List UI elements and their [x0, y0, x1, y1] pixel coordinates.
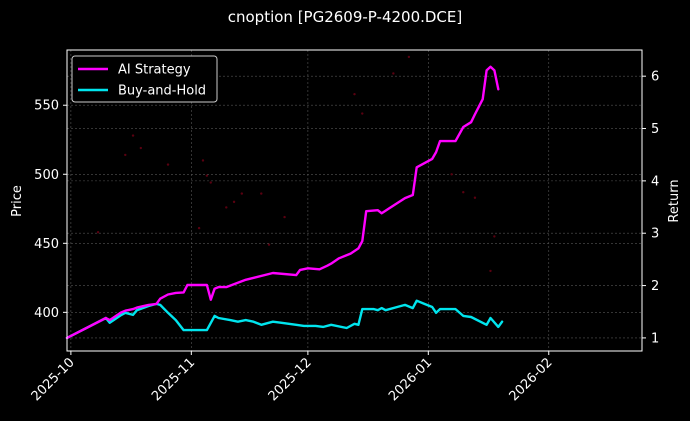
y-tick-label-left: 550	[34, 99, 59, 114]
scatter-point	[473, 196, 477, 199]
y-tick-label-right: 3	[651, 227, 659, 242]
legend-label: AI Strategy	[118, 63, 191, 78]
y-tick-label-left: 400	[34, 306, 59, 321]
legend: AI Strategy Buy-and-Hold	[71, 55, 218, 103]
y-tick-label-left: 450	[34, 237, 59, 252]
scatter-point	[209, 181, 212, 184]
chart-title: cnoption [PG2609-P-4200.DCE]	[227, 8, 463, 26]
x-axis: 2025-10 2025-11 2025-12 2026-01 2026-02	[29, 351, 556, 404]
y-axis-label-right: Return	[667, 179, 682, 222]
scatter-point	[493, 235, 496, 238]
legend-label: Buy-and-Hold	[118, 84, 206, 99]
y-tick-label-right: 4	[651, 174, 659, 189]
scatter-point	[232, 200, 236, 204]
scatter-point	[240, 192, 244, 195]
x-tick-label: 2025-12	[266, 355, 315, 404]
scatter-point	[392, 72, 395, 75]
legend-box	[71, 55, 218, 103]
series-lines	[65, 65, 504, 340]
scatter-point	[197, 226, 201, 230]
scatter-point	[166, 163, 170, 166]
buy-and-hold-line	[65, 299, 504, 340]
left-y-axis: 400 450 500 550	[34, 99, 67, 321]
scatter-point	[407, 55, 411, 59]
plot-frame	[66, 49, 643, 352]
scatter-point	[462, 191, 465, 194]
scatter-point	[450, 173, 453, 176]
y-tick-label-right: 1	[651, 331, 659, 346]
x-tick-label: 2026-02	[507, 355, 556, 404]
scatter-point	[96, 231, 100, 234]
y-tick-label-right: 2	[651, 279, 659, 294]
scatter-point	[205, 174, 209, 177]
scatter-point	[283, 215, 286, 219]
price-scatter	[96, 55, 496, 273]
scatter-point	[225, 206, 228, 209]
y-tick-label-right: 6	[651, 70, 659, 85]
scatter-point	[353, 92, 356, 96]
y-tick-label-left: 500	[34, 168, 59, 183]
scatter-point	[260, 192, 263, 195]
right-y-axis: 1 2 3 4 5 6	[642, 70, 659, 346]
x-tick-label: 2026-01	[386, 355, 435, 404]
ai-strategy-line	[65, 65, 500, 340]
scatter-point	[124, 153, 127, 157]
scatter-point	[361, 112, 364, 115]
x-tick-label: 2025-11	[149, 355, 198, 404]
scatter-point	[131, 134, 135, 137]
x-tick-label: 2025-10	[29, 355, 78, 404]
scatter-point	[201, 159, 205, 162]
scatter-point	[489, 269, 492, 273]
scatter-point	[139, 146, 143, 150]
scatter-point	[267, 243, 271, 246]
y-tick-label-right: 5	[651, 122, 659, 137]
y-axis-label-left: Price	[10, 185, 25, 217]
